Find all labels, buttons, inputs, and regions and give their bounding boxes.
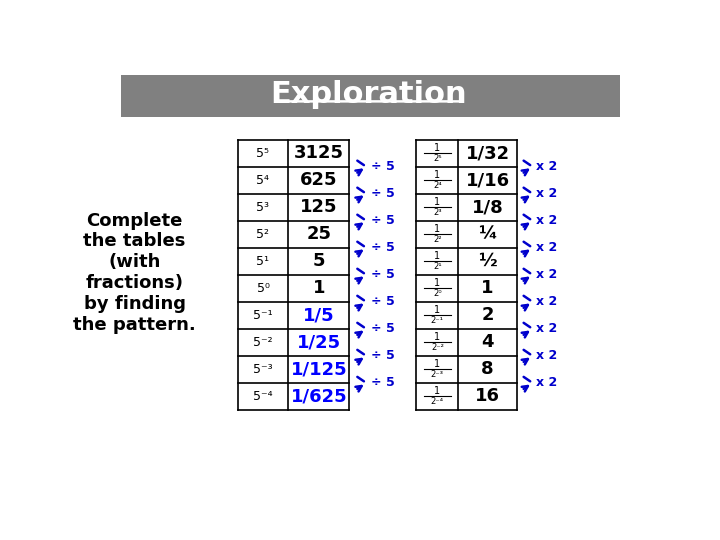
Text: 5⁻¹: 5⁻¹ — [253, 309, 273, 322]
Text: Complete
the tables
(with
fractions)
by finding
the pattern.: Complete the tables (with fractions) by … — [73, 212, 196, 334]
Text: x 2: x 2 — [536, 241, 557, 254]
Text: 1: 1 — [434, 170, 441, 180]
Text: ÷ 5: ÷ 5 — [371, 187, 395, 200]
Text: 2⁵: 2⁵ — [433, 154, 441, 163]
Text: 1: 1 — [312, 279, 325, 298]
Text: 1: 1 — [434, 224, 441, 234]
Text: 3125: 3125 — [294, 144, 343, 162]
Text: 1: 1 — [434, 305, 441, 315]
Text: 2²: 2² — [433, 235, 441, 244]
Text: 16: 16 — [475, 387, 500, 406]
Text: x 2: x 2 — [536, 376, 557, 389]
Text: 2⁰: 2⁰ — [433, 289, 441, 298]
Text: ÷ 5: ÷ 5 — [371, 295, 395, 308]
Text: 1/5: 1/5 — [303, 306, 335, 325]
Text: ½: ½ — [478, 252, 497, 270]
Text: x 2: x 2 — [536, 214, 557, 227]
Text: 2⁻²: 2⁻² — [431, 343, 444, 352]
Text: 25: 25 — [306, 225, 331, 243]
Text: 5²: 5² — [256, 228, 269, 241]
Text: 1: 1 — [434, 197, 441, 207]
Text: 8: 8 — [481, 360, 494, 379]
Text: 2: 2 — [482, 306, 494, 325]
Text: 625: 625 — [300, 171, 338, 189]
Text: 5⁻⁴: 5⁻⁴ — [253, 390, 273, 403]
Text: 5⁴: 5⁴ — [256, 174, 269, 187]
Text: 5¹: 5¹ — [256, 255, 269, 268]
Text: 1/125: 1/125 — [290, 360, 347, 379]
Text: x 2: x 2 — [536, 268, 557, 281]
Text: 5³: 5³ — [256, 201, 269, 214]
Text: 1/32: 1/32 — [466, 144, 510, 162]
Text: 2⁻³: 2⁻³ — [431, 370, 444, 379]
Text: 1/8: 1/8 — [472, 198, 503, 216]
Text: 1/625: 1/625 — [290, 387, 347, 406]
Text: ÷ 5: ÷ 5 — [371, 349, 395, 362]
Text: 125: 125 — [300, 198, 338, 216]
Text: 1: 1 — [434, 359, 441, 369]
Text: 2¹: 2¹ — [433, 262, 441, 271]
Text: ÷ 5: ÷ 5 — [371, 268, 395, 281]
Text: ÷ 5: ÷ 5 — [371, 376, 395, 389]
Text: 2⁴: 2⁴ — [433, 181, 442, 190]
Text: 1: 1 — [434, 332, 441, 342]
FancyBboxPatch shape — [121, 75, 620, 117]
Text: x 2: x 2 — [536, 187, 557, 200]
Text: 5⁻³: 5⁻³ — [253, 363, 273, 376]
Text: 1: 1 — [434, 386, 441, 396]
Text: 2⁻¹: 2⁻¹ — [431, 316, 444, 325]
Text: Exploration: Exploration — [271, 80, 467, 109]
Text: 1: 1 — [434, 278, 441, 288]
Text: 5⁰: 5⁰ — [256, 282, 269, 295]
Text: x 2: x 2 — [536, 322, 557, 335]
Text: 1: 1 — [482, 279, 494, 298]
Text: 1/25: 1/25 — [297, 333, 341, 352]
Text: 1: 1 — [434, 251, 441, 261]
Text: 1/16: 1/16 — [466, 171, 510, 189]
Text: 5⁻²: 5⁻² — [253, 336, 273, 349]
Text: ¼: ¼ — [478, 225, 497, 243]
Text: 5: 5 — [312, 252, 325, 270]
Text: 1: 1 — [434, 143, 441, 153]
Text: ÷ 5: ÷ 5 — [371, 241, 395, 254]
Text: x 2: x 2 — [536, 160, 557, 173]
Text: ÷ 5: ÷ 5 — [371, 214, 395, 227]
Text: x 2: x 2 — [536, 295, 557, 308]
Text: x 2: x 2 — [536, 349, 557, 362]
Text: 2³: 2³ — [433, 208, 441, 217]
Text: ÷ 5: ÷ 5 — [371, 322, 395, 335]
Text: 5⁵: 5⁵ — [256, 147, 269, 160]
Text: 4: 4 — [482, 333, 494, 352]
Text: 2⁻⁴: 2⁻⁴ — [431, 397, 444, 406]
Text: ÷ 5: ÷ 5 — [371, 160, 395, 173]
